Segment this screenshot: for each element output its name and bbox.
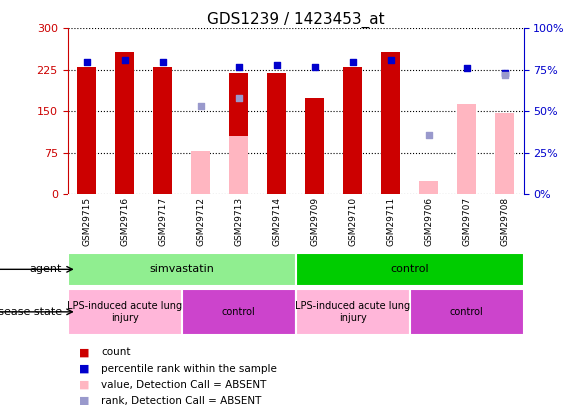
Text: GSM29706: GSM29706 — [424, 197, 433, 246]
Text: GSM29715: GSM29715 — [82, 197, 91, 246]
Point — [348, 58, 357, 65]
Bar — [77, 67, 96, 194]
Bar — [191, 151, 210, 194]
Bar — [381, 52, 400, 194]
Bar — [495, 113, 514, 194]
Text: count: count — [101, 347, 131, 357]
Bar — [343, 67, 362, 194]
Point — [234, 95, 243, 101]
Point — [196, 103, 205, 110]
Bar — [410, 288, 524, 335]
Text: GSM29713: GSM29713 — [234, 197, 243, 246]
Text: agent: agent — [29, 264, 62, 274]
Text: rank, Detection Call = ABSENT: rank, Detection Call = ABSENT — [101, 396, 262, 405]
Point — [158, 58, 167, 65]
Bar — [115, 52, 134, 194]
Bar — [181, 288, 296, 335]
Point — [500, 70, 509, 77]
Text: disease state: disease state — [0, 307, 62, 317]
Text: value, Detection Call = ABSENT: value, Detection Call = ABSENT — [101, 380, 267, 390]
Point — [386, 57, 395, 63]
Bar — [68, 288, 181, 335]
Text: ■: ■ — [79, 380, 90, 390]
Text: GSM29708: GSM29708 — [500, 197, 509, 246]
Bar — [68, 253, 296, 286]
Point — [82, 58, 91, 65]
Bar — [229, 72, 248, 194]
Bar — [267, 72, 286, 194]
Text: simvastatin: simvastatin — [149, 264, 214, 274]
Text: GSM29714: GSM29714 — [272, 197, 281, 246]
Point — [424, 131, 433, 138]
Point — [272, 62, 281, 68]
Bar — [419, 181, 438, 194]
Point — [310, 63, 319, 70]
Bar — [305, 98, 324, 194]
Text: control: control — [222, 307, 256, 317]
Text: GSM29717: GSM29717 — [158, 197, 167, 246]
Text: GSM29710: GSM29710 — [348, 197, 357, 246]
Title: GDS1239 / 1423453_at: GDS1239 / 1423453_at — [207, 12, 385, 28]
Text: ■: ■ — [79, 347, 90, 357]
Text: control: control — [390, 264, 429, 274]
Text: ■: ■ — [79, 396, 90, 405]
Bar — [296, 253, 524, 286]
Text: GSM29707: GSM29707 — [462, 197, 471, 246]
Bar — [229, 136, 248, 194]
Text: GSM29712: GSM29712 — [196, 197, 205, 246]
Text: GSM29711: GSM29711 — [386, 197, 395, 246]
Bar — [153, 67, 172, 194]
Text: LPS-induced acute lung
injury: LPS-induced acute lung injury — [295, 301, 410, 323]
Point — [234, 63, 243, 70]
Text: GSM29716: GSM29716 — [120, 197, 129, 246]
Point — [500, 72, 509, 78]
Text: GSM29709: GSM29709 — [310, 197, 319, 246]
Bar — [296, 288, 410, 335]
Point — [462, 65, 471, 71]
Text: percentile rank within the sample: percentile rank within the sample — [101, 364, 277, 373]
Text: control: control — [450, 307, 484, 317]
Point — [120, 57, 129, 63]
Text: LPS-induced acute lung
injury: LPS-induced acute lung injury — [67, 301, 182, 323]
Bar — [457, 104, 476, 194]
Text: ■: ■ — [79, 364, 90, 373]
